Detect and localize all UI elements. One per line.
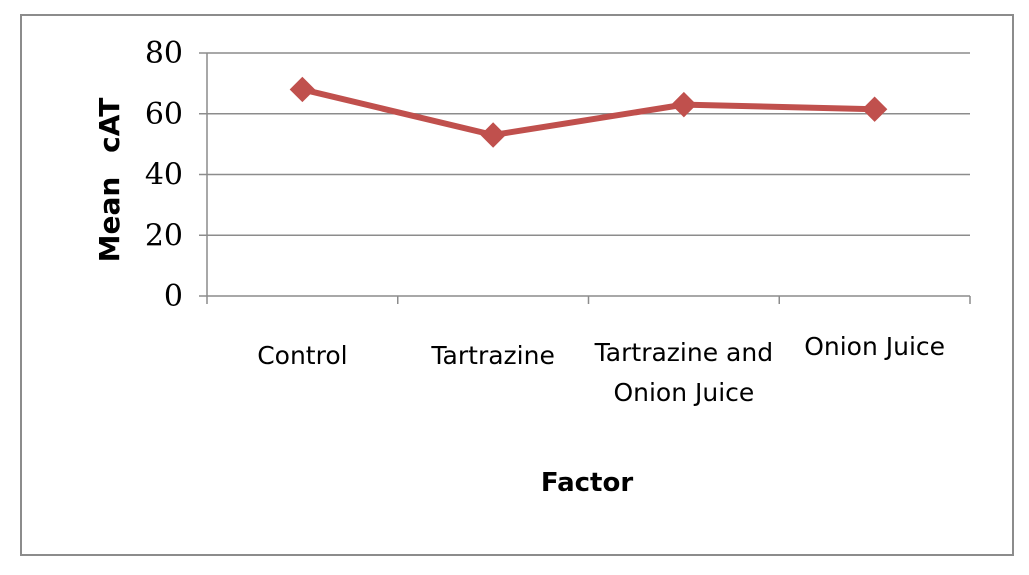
y-tick-label: 0 — [164, 279, 183, 314]
y-axis-title-part: Mean — [93, 177, 126, 263]
x-tick-label: Onion Juice — [804, 332, 945, 361]
data-point-marker — [671, 91, 697, 118]
y-tick-label: 40 — [145, 158, 183, 193]
data-point-marker — [480, 122, 506, 148]
chart-frame — [20, 14, 1014, 556]
x-tick-label-line: Tartrazine — [430, 341, 554, 370]
axes — [199, 52, 971, 304]
x-tick-labels: Control Tartrazine Tartrazine and Onion Jui… — [257, 332, 945, 407]
data-point-marker — [861, 96, 888, 122]
y-tick-labels: 0 20 40 60 80 — [145, 36, 183, 314]
y-axis-title-part: cAT — [93, 98, 126, 153]
x-tick-label-line: Control — [257, 341, 347, 370]
y-tick-label: 20 — [145, 218, 183, 253]
y-tick-label: 60 — [145, 97, 183, 132]
y-axis-title: Mean cAT — [93, 98, 126, 263]
y-tick-label: 80 — [145, 36, 183, 71]
x-axis-title: Factor — [541, 468, 633, 498]
x-tick-label: Control — [257, 341, 347, 370]
series-line — [299, 86, 878, 139]
x-tick-label-line: Onion Juice — [804, 332, 945, 361]
x-tick-label-line: Tartrazine and — [594, 338, 773, 367]
x-tick-label: Tartrazine — [430, 341, 554, 370]
gridlines — [207, 52, 970, 236]
series — [289, 76, 888, 148]
x-tick-label: Tartrazine and Onion Juice — [594, 338, 773, 407]
data-point-marker — [289, 76, 316, 103]
x-tick-label-line: Onion Juice — [613, 378, 754, 407]
